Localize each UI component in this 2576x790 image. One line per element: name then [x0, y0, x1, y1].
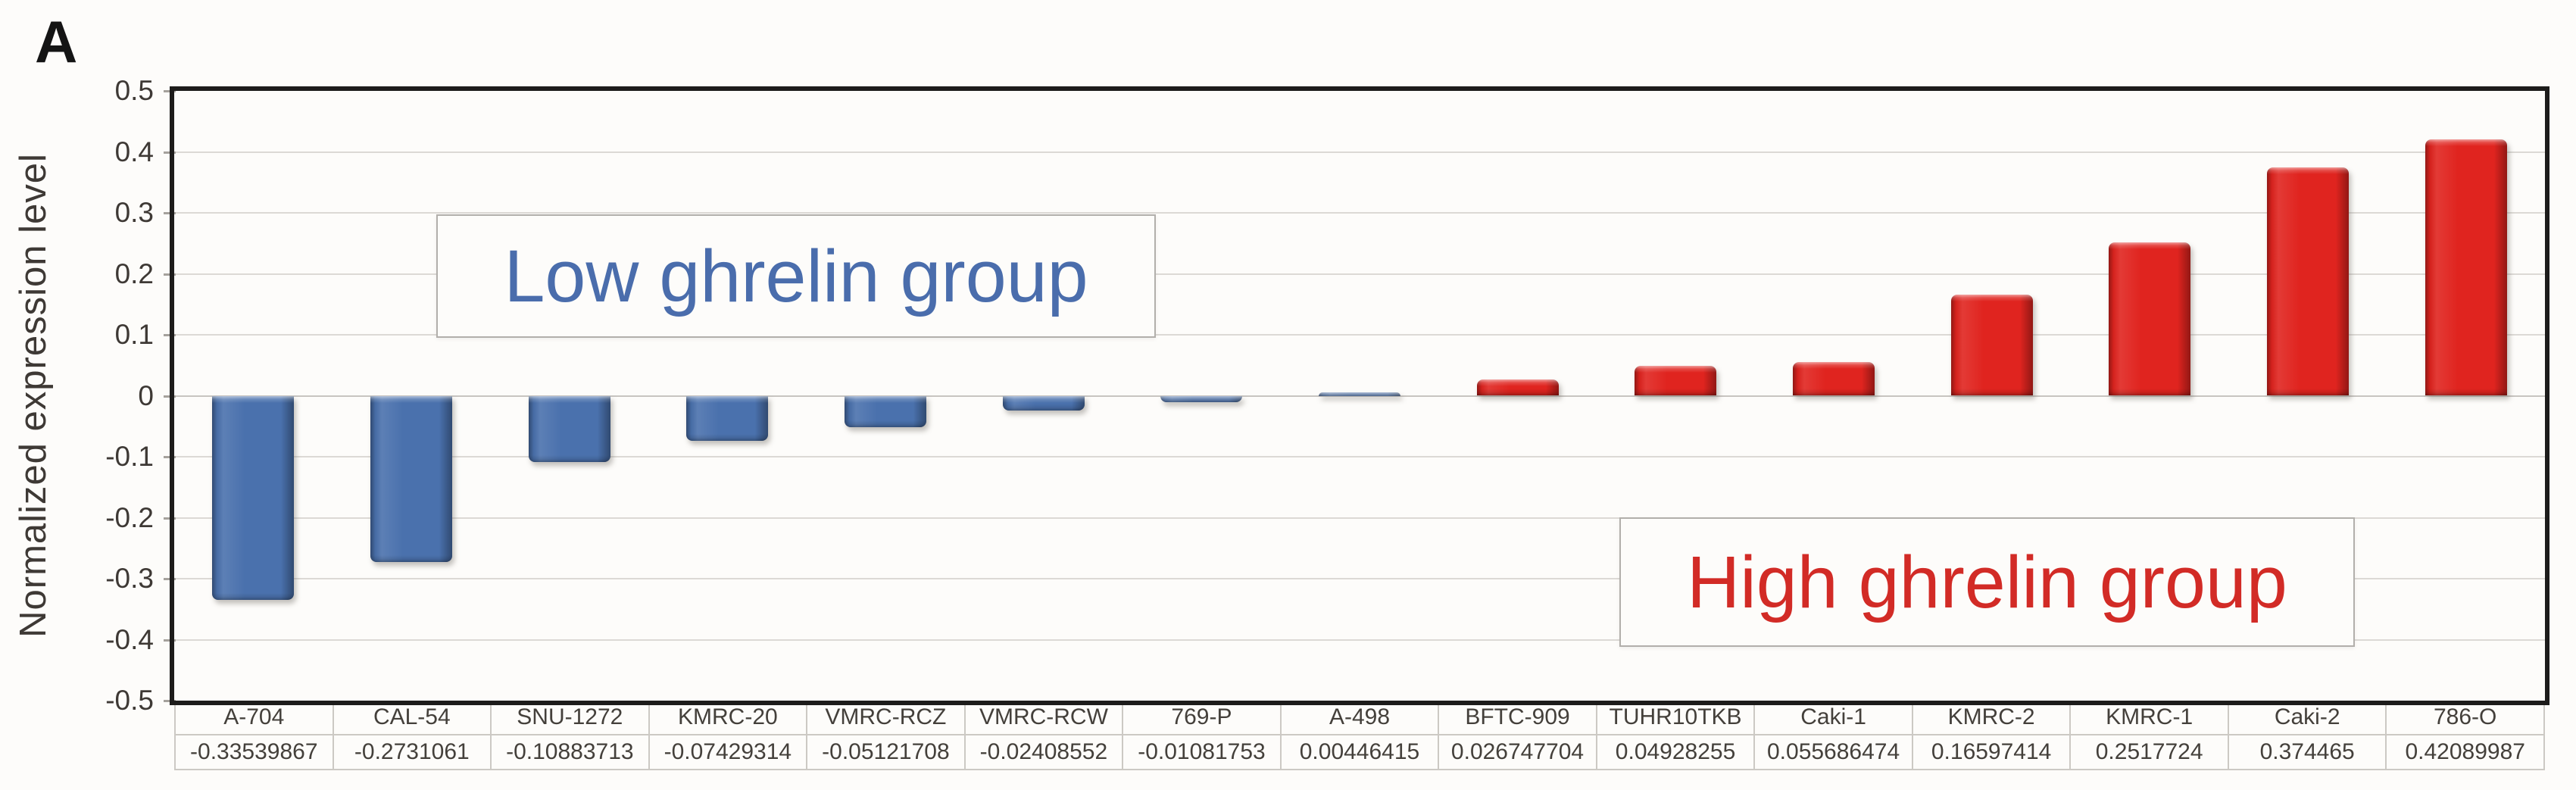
y-tick-mark: [164, 639, 176, 642]
x-value-label: -0.02408552: [966, 735, 1124, 769]
x-category-label: A-704: [176, 701, 334, 734]
x-value-label: -0.07429314: [650, 735, 808, 769]
x-axis-category-row: A-704 CAL-54 SNU-1272 KMRC-20 VMRC-RCZ VMRC-R…: [176, 701, 2543, 735]
high-group-annotation-box: High ghrelin group: [1619, 517, 2355, 647]
bar-Caki-2: [2267, 167, 2349, 396]
x-value-label: -0.33539867: [176, 735, 334, 769]
x-category-label: 769-P: [1123, 701, 1282, 734]
bar-Caki-1: [1793, 361, 1875, 396]
y-tick-mark: [164, 334, 176, 336]
y-tick-label: 0.1: [114, 319, 154, 350]
gridline: [174, 578, 2545, 579]
y-tick-label: -0.4: [105, 623, 154, 655]
x-value-label: -0.2731061: [334, 735, 492, 769]
x-category-label: BFTC-909: [1439, 701, 1597, 734]
bar-SNU-1272: [528, 395, 610, 463]
bar-CAL-54: [370, 395, 452, 563]
zero-baseline: [174, 395, 2545, 397]
gridline: [174, 212, 2545, 214]
y-tick-mark: [164, 212, 176, 214]
x-value-label: 0.16597414: [1913, 735, 2072, 769]
x-category-label: VMRC-RCZ: [807, 701, 966, 734]
bar-TUHR10TKB: [1635, 365, 1717, 396]
x-axis-table: A-704 CAL-54 SNU-1272 KMRC-20 VMRC-RCZ VMRC-R…: [174, 701, 2545, 770]
bar-KMRC-1: [2109, 242, 2191, 396]
low-group-annotation-box: Low ghrelin group: [436, 214, 1156, 338]
x-value-label: 0.2517724: [2071, 735, 2229, 769]
y-tick-mark: [164, 456, 176, 458]
high-group-annotation-text: High ghrelin group: [1687, 541, 2287, 623]
x-category-label: TUHR10TKB: [1597, 701, 1756, 734]
y-tick-mark: [164, 273, 176, 276]
y-tick-label: -0.5: [105, 685, 154, 716]
y-tick-mark: [164, 395, 176, 398]
x-category-label: VMRC-RCW: [966, 701, 1124, 734]
y-tick-mark: [164, 151, 176, 154]
y-tick-label: 0.3: [114, 197, 154, 228]
x-value-label: 0.42089987: [2405, 739, 2525, 764]
low-group-annotation-text: Low ghrelin group: [504, 235, 1088, 317]
gridline: [174, 273, 2545, 275]
x-value-label: -0.01081753: [1123, 735, 1282, 769]
bar-KMRC-20: [686, 395, 769, 442]
plot-area: [174, 91, 2545, 701]
gridline: [174, 639, 2545, 641]
y-tick-label: -0.3: [105, 563, 154, 594]
y-tick-mark: [164, 700, 176, 702]
gridline: [174, 456, 2545, 457]
x-category-label: Caki-1: [1755, 701, 1913, 734]
gridline: [174, 334, 2545, 336]
x-value-label: -0.05121708: [807, 735, 966, 769]
x-value-label: 0.374465: [2229, 735, 2387, 769]
x-category-label: KMRC-20: [650, 701, 808, 734]
bar-A-498: [1319, 392, 1400, 396]
x-category-label: KMRC-2: [1913, 701, 2072, 734]
bar-BFTC-909: [1476, 379, 1559, 396]
bar-KMRC-2: [1950, 294, 2033, 396]
y-tick-mark: [164, 578, 176, 580]
gridline: [174, 517, 2545, 519]
x-value-label: 0.026747704: [1439, 735, 1597, 769]
bar-VMRC-RCW: [1002, 395, 1085, 411]
y-tick-mark: [164, 90, 176, 92]
y-tick-label: -0.1: [105, 441, 154, 472]
panel-letter: A: [35, 8, 78, 75]
x-category-label: CAL-54: [334, 701, 492, 734]
x-category-label: Caki-2: [2229, 701, 2387, 734]
x-category-label: KMRC-1: [2071, 701, 2229, 734]
y-tick-label: 0.2: [114, 258, 154, 289]
bar-769-P: [1160, 395, 1243, 403]
bar-786-O: [2425, 139, 2507, 396]
y-tick-mark: [164, 517, 176, 520]
y-tick-label: 0.5: [114, 75, 154, 106]
x-value-label: 0.055686474: [1755, 735, 1913, 769]
gridline: [174, 151, 2545, 153]
x-value-label: 0.04928255: [1597, 735, 1756, 769]
y-tick-label: 0.4: [114, 136, 154, 167]
y-tick-label: 0: [138, 379, 154, 411]
x-value-label: -0.10883713: [492, 735, 650, 769]
bar-A-704: [212, 395, 295, 601]
y-tick-label: -0.2: [105, 501, 154, 533]
bar-VMRC-RCZ: [845, 395, 926, 427]
x-category-label: 786-O: [2434, 704, 2497, 729]
x-value-label: 0.00446415: [1282, 735, 1440, 769]
x-axis-value-row: -0.33539867 -0.2731061 -0.10883713 -0.07429…: [176, 735, 2543, 770]
x-category-label: SNU-1272: [492, 701, 650, 734]
x-category-label: A-498: [1282, 701, 1440, 734]
